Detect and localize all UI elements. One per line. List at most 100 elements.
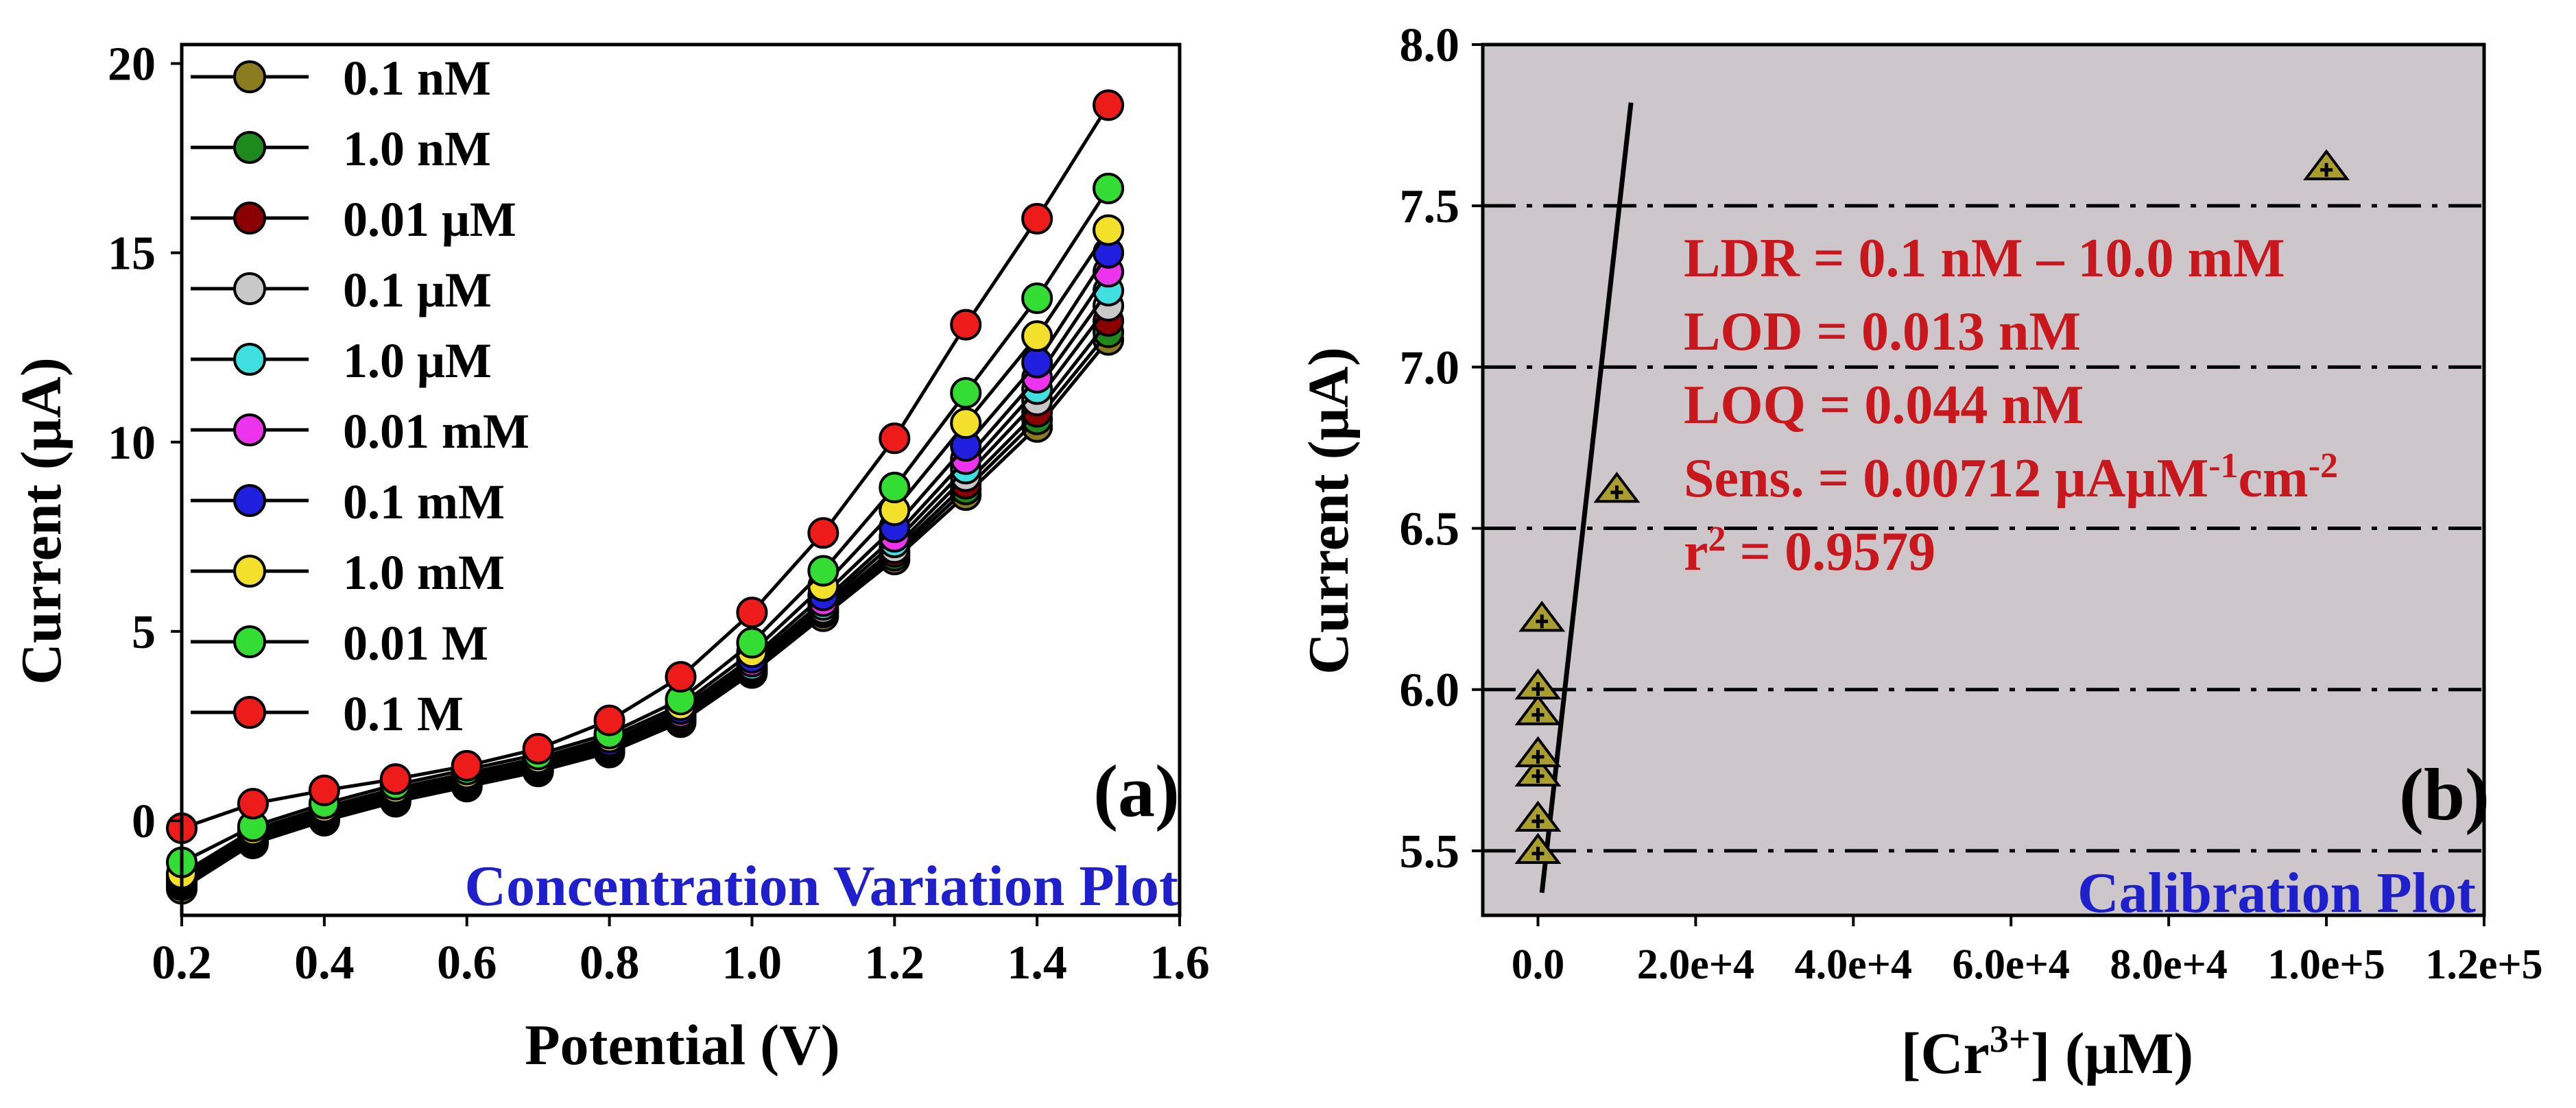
- legend-label: 1.0 mM: [343, 545, 505, 600]
- legend-item: 0.01 mM: [191, 404, 529, 459]
- panel-a-x-tick-label: 0.6: [437, 937, 497, 989]
- panel-a-x-tick-label: 1.6: [1149, 937, 1210, 989]
- panel-a-x-tick-label: 1.2: [865, 937, 925, 989]
- panel-a-x-ticks: 0.2 0.4 0.6 0.8 1.0 1.2 1.4 1.6: [152, 915, 1210, 989]
- legend-item: 0.01 M: [191, 616, 488, 671]
- panel-a-y-tick-label: 5: [132, 606, 156, 659]
- data-point: [237, 788, 269, 820]
- r2-sup: 2: [1708, 520, 1726, 559]
- legend-item: 1.0 nM: [191, 121, 491, 176]
- panel-a-y-tick-label: 0: [132, 795, 156, 848]
- r2-prefix: r: [1684, 522, 1708, 582]
- panel-b-title: Calibration Plot: [2077, 861, 2476, 925]
- legend-marker: [233, 413, 266, 446]
- panel-b-x-tick-label: 1.2e+5: [2425, 941, 2542, 988]
- calibration-point: [1514, 832, 1562, 865]
- legend-item: 0.1 nM: [191, 51, 491, 106]
- panel-b-y-tick-label: 7.5: [1400, 180, 1460, 233]
- calibration-point: [1514, 668, 1562, 700]
- data-point: [736, 597, 768, 629]
- calibration-point: [1514, 736, 1562, 767]
- legend-marker: [233, 555, 266, 588]
- legend-item: 0.1 μM: [191, 263, 492, 317]
- legend-label: 0.1 mM: [343, 474, 505, 529]
- panel-b-y-tick-label: 7.0: [1400, 341, 1460, 394]
- legend-marker: [233, 202, 266, 234]
- panel-b-x-axis-label: [Cr3+] (μM): [1901, 1018, 2193, 1086]
- panel-b-x-ticks: 0.0 2.0e+4 4.0e+4 6.0e+4 8.0e+4 1.0e+5 1.2e+5: [1512, 915, 2543, 988]
- legend-marker: [233, 484, 266, 517]
- legend-label: 1.0 nM: [343, 121, 491, 176]
- legend-label: 0.01 mM: [343, 404, 529, 459]
- panel-b-x-tick-label: 2.0e+4: [1637, 941, 1754, 988]
- panel-b-x-tick-label: 6.0e+4: [1953, 941, 2070, 988]
- data-point: [379, 763, 412, 795]
- panel-b-calibration-chart: 0.0 2.0e+4 4.0e+4 6.0e+4 8.0e+4 1.0e+5 1.2e+5 …: [1297, 19, 2543, 1086]
- annotation-r-squared: r2 = 0.9579: [1684, 520, 1935, 583]
- data-point: [1093, 214, 1125, 246]
- panel-b-fit-line: [1539, 102, 1634, 893]
- data-point: [522, 733, 554, 765]
- data-point: [736, 627, 768, 659]
- sens-prefix: Sens. = 0.00712 μAμM: [1684, 448, 2208, 509]
- legend-marker: [233, 343, 266, 376]
- panel-a-y-tick-label: 15: [108, 228, 156, 280]
- panel-a-series-group: [166, 89, 1125, 905]
- panel-a-x-tick-label: 0.4: [294, 937, 355, 989]
- data-point: [1021, 346, 1053, 378]
- data-point: [451, 749, 483, 782]
- data-point: [1021, 203, 1053, 234]
- calibration-point: [1518, 601, 1566, 632]
- b-xlabel-end: ] (μM): [2031, 1020, 2193, 1086]
- panel-a-y-axis-label: Current (μA): [10, 357, 73, 685]
- data-point: [1021, 320, 1053, 352]
- panel-b-y-tick-label: 6.0: [1400, 664, 1460, 717]
- panel-b-plot-frame: [1481, 43, 2486, 917]
- panel-b-x-tick-label: 0.0: [1512, 941, 1565, 988]
- annotation-lod: LOD = 0.013 nM: [1684, 302, 2081, 362]
- panel-b-x-tick-label: 4.0e+4: [1795, 941, 1912, 988]
- series-001-M: [166, 172, 1125, 878]
- data-point: [1093, 172, 1125, 204]
- panel-a-y-ticks: 0 5 10 15 20: [108, 38, 182, 848]
- legend-marker: [233, 625, 266, 658]
- legend-marker: [233, 696, 266, 729]
- panel-b-y-tick-label: 5.5: [1400, 826, 1460, 878]
- sens-sup1: -1: [2208, 446, 2238, 485]
- data-point: [950, 309, 982, 341]
- data-point: [593, 704, 625, 736]
- legend-item: 0.1 M: [191, 686, 464, 741]
- legend-marker: [233, 272, 266, 305]
- panel-a-legend: 0.1 nM 1.0 nM 0.01 μM 0.1 μM 1.0 μM 0.01 mM 0.…: [191, 51, 529, 741]
- calibration-point: [1514, 694, 1562, 725]
- panel-a-concentration-chart: 0.1 nM 1.0 nM 0.01 μM 0.1 μM 1.0 μM 0.01 mM 0.…: [10, 38, 1210, 1077]
- annotation-ldr: LDR = 0.1 nM – 10.0 mM: [1684, 228, 2285, 289]
- legend-label: 0.1 μM: [343, 263, 492, 317]
- data-point: [879, 422, 911, 455]
- sens-sup2: -2: [2309, 446, 2338, 485]
- data-point: [308, 774, 340, 806]
- legend-label: 0.01 M: [343, 616, 488, 671]
- legend-item: 0.1 mM: [191, 474, 505, 529]
- r2-suffix: = 0.9579: [1726, 522, 1936, 582]
- panel-a-panel-label: (a): [1093, 751, 1180, 832]
- panel-a-x-tick-label: 0.8: [580, 937, 640, 989]
- panel-b-data-points: [1514, 149, 2350, 865]
- calibration-point: [1514, 800, 1562, 832]
- legend-marker: [233, 60, 266, 93]
- data-point: [1021, 282, 1053, 314]
- panel-a-plot-frame: [180, 43, 1182, 917]
- annotation-sensitivity: Sens. = 0.00712 μAμM-1cm-2: [1684, 446, 2338, 509]
- panel-b-annotations: LDR = 0.1 nM – 10.0 mM LOD = 0.013 nM LO…: [1684, 228, 2338, 582]
- panel-b-x-tick-label: 1.0e+5: [2267, 941, 2385, 988]
- panel-b-panel-label: (b): [2399, 754, 2490, 836]
- legend-label: 0.1 nM: [343, 51, 491, 106]
- legend-item: 1.0 mM: [191, 545, 505, 600]
- panel-a-title: Concentration Variation Plot: [464, 854, 1178, 918]
- data-point: [950, 377, 982, 409]
- panel-a-y-tick-label: 10: [108, 417, 156, 470]
- calibration-point: [1514, 755, 1562, 787]
- legend-marker: [233, 131, 266, 164]
- panel-b-y-tick-label: 8.0: [1400, 19, 1460, 72]
